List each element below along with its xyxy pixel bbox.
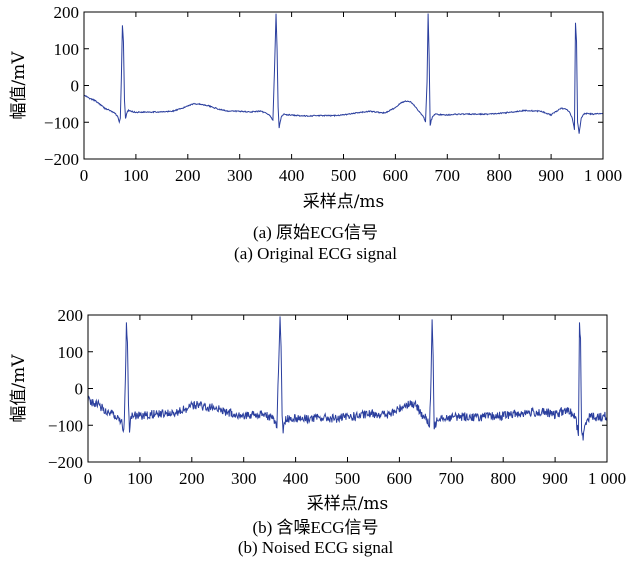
plot-frame (83, 11, 604, 160)
y-tick-label: 200 (54, 3, 80, 22)
x-tick-label: 200 (179, 469, 205, 488)
x-axis-label: 采样点/ms (307, 494, 389, 514)
x-tick-label: 0 (84, 469, 93, 488)
x-tick-label: 400 (279, 166, 305, 185)
panel-noised-ecg: 0 100 200 300 400 500 600 700 800 900 1 000 −200 −10… (0, 300, 631, 563)
y-tick-label: 200 (58, 306, 84, 325)
ecg-signal-line (88, 316, 607, 441)
panel-original-ecg: 0 100 200 300 400 500 600 700 800 900 1 000 −200 −10… (9, 3, 622, 263)
x-tick-label: 0 (80, 166, 89, 185)
x-tick-label: 500 (331, 166, 357, 185)
y-tick-label: 100 (54, 40, 80, 59)
x-tick-label: 800 (486, 166, 512, 185)
x-tick-label: 1 000 (588, 469, 626, 488)
y-tick-label: 0 (75, 380, 84, 399)
y-axis-label: 幅值/mV (9, 51, 29, 120)
x-tick-label: 500 (335, 469, 361, 488)
x-tick-label: 700 (439, 469, 465, 488)
caption-cn-original: (a) 原始ECG信号 (252, 223, 379, 242)
x-tick-label: 600 (383, 166, 409, 185)
x-tick-label: 300 (231, 469, 257, 488)
y-tick-label: −100 (44, 113, 79, 132)
x-tick-label: 300 (227, 166, 253, 185)
x-tick-label: 400 (283, 469, 309, 488)
y-tick-label: −200 (48, 453, 83, 472)
x-tick-label: 100 (127, 469, 153, 488)
caption-en-original: (a) Original ECG signal (234, 244, 397, 263)
y-tick-label: −200 (44, 150, 79, 169)
x-tick-label: 900 (542, 469, 568, 488)
x-tick-label: 200 (175, 166, 201, 185)
x-tick-label: 600 (387, 469, 413, 488)
caption-en-noised: (b) Noised ECG signal (237, 538, 394, 557)
caption-cn-noised: (b) 含噪ECG信号 (252, 518, 379, 537)
x-tick-label: 800 (490, 469, 516, 488)
chart-original-ecg: 0 100 200 300 400 500 600 700 800 900 1 000 −200 −10… (9, 3, 622, 212)
y-tick-label: 0 (71, 77, 80, 96)
x-tick-label: 700 (435, 166, 461, 185)
y-tick-label: −100 (48, 416, 83, 435)
x-axis-label: 采样点/ms (303, 192, 385, 212)
x-tick-label: 100 (123, 166, 149, 185)
ecg-signal-line (84, 13, 603, 134)
x-tick-label: 900 (538, 166, 564, 185)
plot-frame (87, 314, 608, 463)
y-tick-label: 100 (58, 343, 84, 362)
y-axis-label: 幅值/mV (9, 354, 29, 423)
x-tick-label: 1 000 (584, 166, 622, 185)
chart-noised-ecg: 0 100 200 300 400 500 600 700 800 900 1 000 −200 −10… (9, 306, 626, 514)
